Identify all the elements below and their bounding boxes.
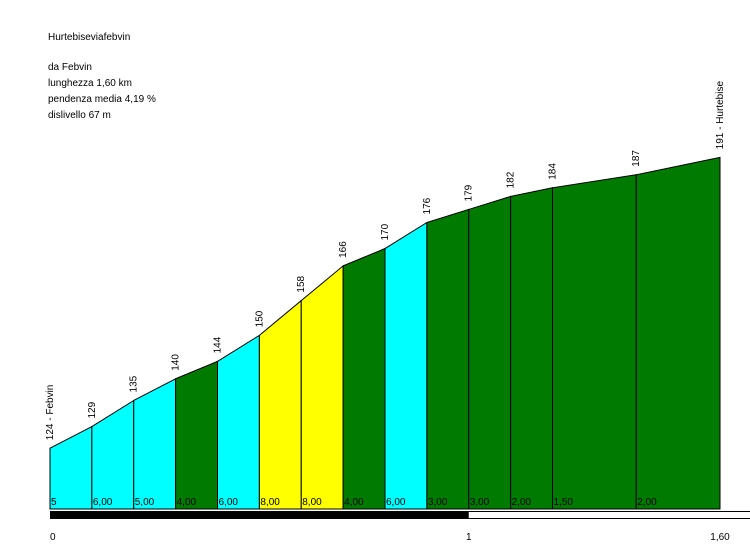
profile-segment [635, 156, 721, 510]
segment-gradient-label: 2,00 [637, 497, 657, 508]
segment-gradient-label: 6,00 [386, 497, 406, 508]
elevation-label: 179 [464, 184, 475, 201]
x-tick-label: 0 [50, 532, 56, 543]
segment-gradient-label: 5 [51, 497, 57, 508]
elevation-label: 144 [213, 336, 224, 353]
segment-gradient-label: 2,00 [512, 497, 532, 508]
elevation-label: 150 [254, 310, 265, 327]
x-tick-label: 1,60 [710, 532, 730, 543]
start-label: da Febvin [48, 62, 92, 73]
segment-gradient-label: 4,00 [344, 497, 364, 508]
profile-segment [384, 221, 428, 510]
elevation-label: 158 [296, 276, 307, 293]
chart-title: Hurtebiseviafebvin [48, 32, 131, 43]
avg-gradient-label: pendenza media 4,19 % [48, 94, 156, 105]
profile-segment [175, 360, 218, 510]
elevation-label: 191 - Hurtebise [715, 81, 726, 150]
segment-gradient-label: 4,00 [177, 497, 197, 508]
x-tick-label: 1 [466, 532, 472, 543]
profile-segment [510, 187, 553, 510]
profile-segments: 5 6,00 5,00 4,00 6,00 8,00 8,00 4,00 6,00 3,00 3,0… [49, 156, 721, 510]
profile-segment [217, 334, 260, 510]
profile-segment [133, 377, 177, 510]
distance-bar-filled [50, 511, 469, 519]
elevation-label: 124 - Febvin [45, 385, 56, 441]
profile-segment [342, 247, 386, 510]
elevation-label: 170 [380, 223, 391, 240]
segment-gradient-label: 8,00 [302, 497, 322, 508]
profile-segment [91, 399, 135, 510]
elevation-label: 184 [548, 163, 559, 180]
elevation-label: 187 [631, 150, 642, 167]
elevation-label: 129 [87, 401, 98, 418]
distance-axis: 0 1 1,60 [50, 511, 750, 543]
segment-gradient-label: 6,00 [219, 497, 239, 508]
profile-segment [468, 195, 512, 510]
elevation-label: 140 [171, 354, 182, 371]
segment-gradient-label: 5,00 [135, 497, 155, 508]
segment-gradient-label: 6,00 [93, 497, 113, 508]
segment-gradient-label: 1,50 [554, 497, 574, 508]
segment-gradient-label: 3,00 [470, 497, 490, 508]
profile-segment [552, 174, 637, 510]
elevation-label: 135 [129, 375, 140, 392]
elevation-gain-label: dislivello 67 m [48, 110, 111, 121]
elevation-label: 176 [422, 197, 433, 214]
profile-segment [426, 208, 470, 510]
elevation-label: 182 [506, 171, 517, 188]
profile-segment [258, 299, 302, 510]
profile-segment [300, 264, 344, 510]
segment-gradient-label: 3,00 [428, 497, 448, 508]
length-label: lunghezza 1,60 km [48, 78, 132, 89]
segment-gradient-label: 8,00 [260, 497, 280, 508]
elevation-labels: 124 - Febvin 129 135 140 144 150 158 166 170 176 1… [45, 81, 726, 441]
elevation-label: 166 [338, 241, 349, 258]
